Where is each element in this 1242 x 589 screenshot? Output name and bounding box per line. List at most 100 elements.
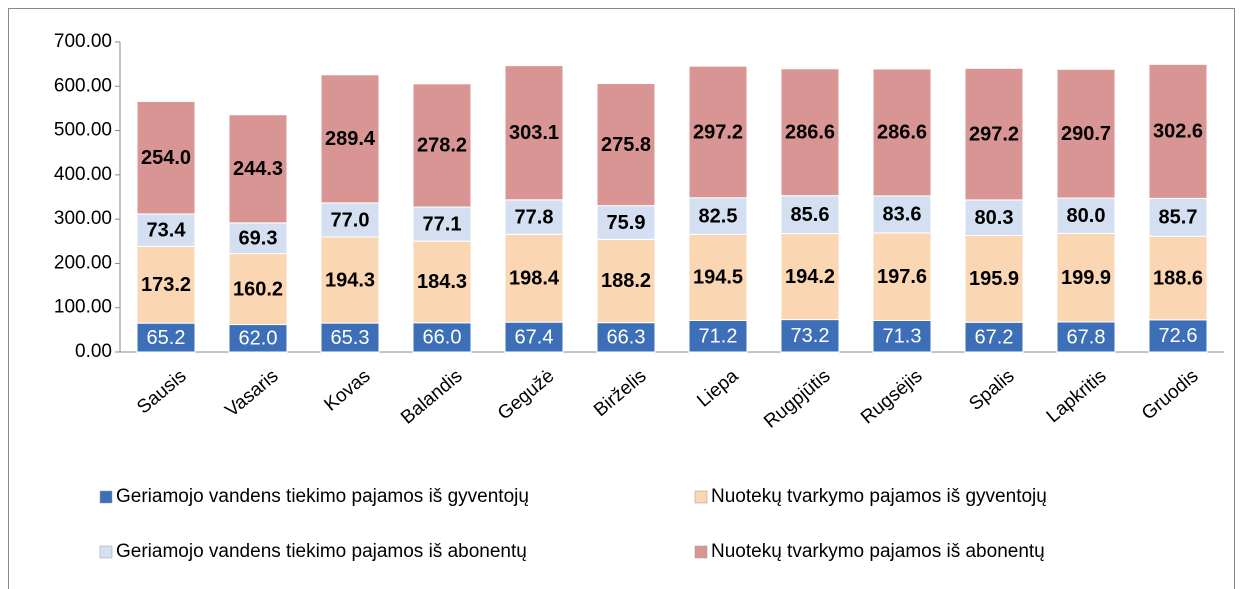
x-tick-label: Spalis: [965, 366, 1018, 415]
x-tick-label: Gruodis: [1138, 366, 1202, 425]
bar-segment: [688, 197, 748, 235]
data-label: 73.4: [147, 219, 187, 241]
data-label: 188.6: [1153, 267, 1203, 289]
data-label: 82.5: [699, 205, 738, 227]
bar-segment: [872, 232, 932, 321]
data-label: 85.6: [791, 204, 830, 226]
legend-label: Nuotekų tvarkymo pajamos iš abonentų: [711, 541, 1045, 562]
bar-segment: [228, 324, 288, 353]
bar-segment: [136, 100, 196, 215]
data-label: 62.0: [239, 328, 278, 350]
data-label: 65.2: [147, 327, 186, 349]
x-tick-label: Vasaris: [221, 366, 282, 422]
legend-swatch: [694, 490, 708, 504]
bar-segment: [688, 65, 748, 199]
x-tick-label: Birželis: [590, 366, 650, 421]
data-label: 66.0: [423, 327, 462, 349]
data-label: 297.2: [693, 121, 743, 143]
data-label: 198.4: [509, 268, 560, 290]
data-label: 71.2: [699, 326, 738, 348]
bar-segment: [136, 213, 196, 247]
data-label: 67.4: [515, 326, 554, 348]
data-label: 80.0: [1067, 205, 1106, 227]
x-tick-label: Gegužė: [494, 366, 558, 425]
legend-swatch: [99, 490, 113, 504]
data-label: 188.2: [601, 270, 651, 292]
bar-segment: [596, 205, 656, 240]
data-label: 66.3: [607, 327, 646, 349]
data-label: 195.9: [969, 268, 1019, 290]
x-tick-label: Sausis: [133, 366, 190, 419]
data-label: 302.6: [1153, 121, 1203, 143]
legend-label: Geriamojo vandens tiekimo pajamos iš abo…: [116, 541, 527, 562]
data-label: 254.0: [141, 147, 191, 169]
data-label: 77.1: [423, 213, 462, 235]
legend-label: Geriamojo vandens tiekimo pajamos iš gyv…: [116, 486, 529, 507]
bar-segment: [964, 234, 1024, 323]
bar-segment: [872, 195, 932, 234]
y-tick-label: 200.00: [54, 252, 112, 273]
data-label: 199.9: [1061, 267, 1111, 289]
bar-segment: [320, 74, 380, 204]
data-label: 290.7: [1061, 123, 1111, 145]
data-label: 297.2: [969, 123, 1019, 145]
legend-swatch: [99, 545, 113, 559]
data-label: 72.6: [1159, 325, 1198, 347]
y-tick-label: 500.00: [54, 120, 112, 141]
data-label: 80.3: [975, 207, 1014, 229]
data-label: 289.4: [325, 128, 376, 150]
data-label: 160.2: [233, 278, 283, 300]
bar-segment: [964, 199, 1024, 236]
bar-segment: [504, 233, 564, 323]
bar-segment: [1148, 235, 1208, 321]
data-label: 286.6: [877, 122, 927, 144]
bar-segment: [1056, 68, 1116, 199]
data-label: 303.1: [509, 122, 559, 144]
y-tick-label: 600.00: [54, 75, 112, 96]
x-tick-label: Kovas: [320, 366, 374, 416]
legend-swatch: [694, 545, 708, 559]
data-label: 67.8: [1067, 326, 1106, 348]
x-tick-label: Balandis: [397, 366, 466, 429]
legend-label: Nuotekų tvarkymo pajamos iš gyventojų: [711, 486, 1047, 507]
data-label: 184.3: [417, 271, 467, 293]
y-tick-label: 300.00: [54, 208, 112, 229]
y-tick-label: 0.00: [75, 341, 112, 362]
y-tick-label: 700.00: [54, 31, 112, 52]
bar-segment: [504, 199, 564, 235]
bar-segment: [780, 233, 840, 321]
bar-segment: [1056, 321, 1116, 353]
bar-segment: [1056, 232, 1116, 323]
data-label: 73.2: [791, 325, 830, 347]
bar-segment: [872, 319, 932, 353]
y-tick-label: 100.00: [54, 297, 112, 318]
data-label: 71.3: [883, 325, 922, 347]
data-label: 194.3: [325, 269, 375, 291]
data-label: 278.2: [417, 135, 467, 157]
data-label: 65.3: [331, 327, 370, 349]
bar-segment: [780, 319, 840, 353]
data-label: 275.8: [601, 134, 651, 156]
x-tick-label: Rugpjūtis: [760, 366, 834, 433]
data-label: 75.9: [607, 212, 646, 234]
x-tick-label: Rugsėjis: [857, 366, 926, 429]
bar-segment: [320, 236, 380, 324]
bar-segment: [320, 202, 380, 238]
x-tick-label: Lapkritis: [1043, 366, 1111, 428]
data-label: 194.5: [693, 267, 743, 289]
data-label: 194.2: [785, 266, 835, 288]
bar-segment: [136, 245, 196, 324]
bar-segment: [412, 322, 472, 353]
data-label: 173.2: [141, 274, 191, 296]
bar-segment: [596, 83, 656, 207]
data-label: 83.6: [883, 204, 922, 226]
bar-segment: [780, 68, 840, 197]
data-label: 67.2: [975, 326, 1014, 348]
bar-segment: [964, 67, 1024, 201]
data-label: 197.6: [877, 266, 927, 288]
bar-segment: [1148, 63, 1208, 199]
bar-segment: [228, 114, 288, 224]
x-tick-label: Liepa: [693, 365, 742, 411]
bar-segment: [412, 83, 472, 208]
